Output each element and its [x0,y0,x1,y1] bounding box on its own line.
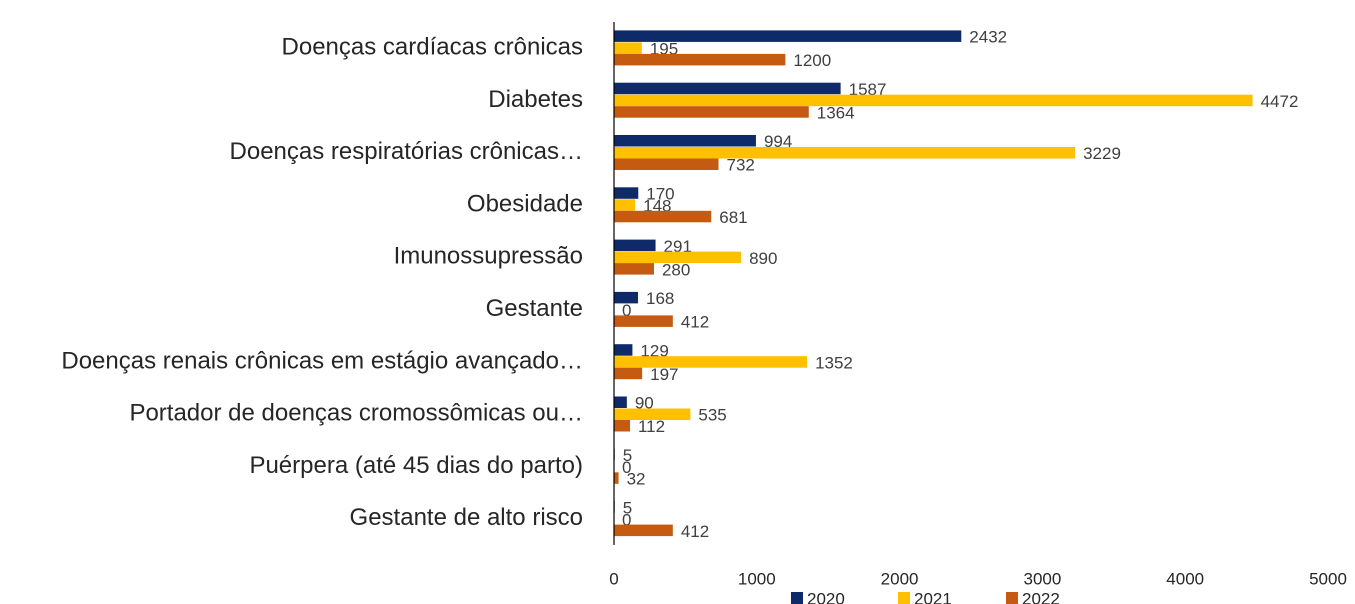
data-label: 1352 [815,353,853,372]
category-label: Doenças renais crônicas em estágio avanç… [61,347,583,374]
bar [614,187,639,199]
legend-swatch [791,592,803,604]
data-label: 2432 [969,28,1007,47]
bar [614,396,627,408]
category-label: Portador de doenças cromossômicas ou… [129,400,583,427]
data-label: 535 [698,406,726,425]
bar [614,420,630,432]
data-label: 412 [681,522,709,541]
data-label: 0 [622,301,631,320]
data-label: 1364 [817,103,855,122]
x-tick-label: 1000 [738,569,776,588]
bar [614,367,643,380]
category-label: Doenças cardíacas crônicas [282,33,583,60]
bar [614,199,636,211]
bar [614,344,633,356]
data-label: 280 [662,260,690,279]
bar [614,135,756,147]
data-label: 148 [643,197,671,216]
data-label: 0 [622,458,631,477]
x-tick-label: 2000 [881,569,919,588]
bar [614,408,691,420]
bar [614,42,642,54]
legend-swatch [1006,592,1018,604]
data-label: 994 [764,132,792,151]
bar [614,291,638,304]
category-label: Diabetes [488,86,583,113]
bar [614,30,962,42]
bar [614,472,619,484]
bar [614,147,1076,159]
legend-label: 2022 [1022,589,1060,604]
bar [614,158,719,170]
bar [614,251,742,264]
x-tick-label: 5000 [1309,569,1347,588]
data-label: 1587 [849,80,887,99]
data-label: 5 [623,446,632,465]
data-label: 195 [650,40,678,59]
data-label: 197 [650,365,678,384]
bar [614,210,712,223]
data-label: 412 [681,313,709,332]
bar [614,94,1253,107]
bar [614,239,656,252]
data-label: 129 [640,341,668,360]
category-label: Gestante de alto risco [350,504,583,531]
data-label: 0 [622,510,631,529]
bar [614,263,654,275]
data-label: 112 [638,417,665,436]
legend-swatch [898,592,910,604]
bar [614,82,841,95]
data-label: 4472 [1261,92,1299,111]
data-label: 732 [727,156,755,175]
category-label: Gestante [486,295,583,322]
bar [614,315,673,327]
x-tick-label: 4000 [1166,569,1204,588]
data-label: 168 [646,289,674,308]
bar [614,106,809,118]
data-label: 3229 [1083,144,1121,163]
data-label: 170 [646,185,674,204]
data-label: 1200 [793,51,831,70]
x-tick-label: 3000 [1023,569,1061,588]
bar [614,53,786,66]
category-label: Imunossupressão [394,243,583,270]
data-label: 681 [719,208,747,227]
data-label: 90 [635,394,654,413]
bar [614,356,808,368]
data-label: 890 [749,249,777,268]
category-label: Puérpera (até 45 dias do parto) [249,452,583,479]
data-label: 32 [627,470,646,489]
legend-label: 2020 [807,589,845,604]
data-label: 5 [623,498,632,517]
legend-label: 2021 [914,589,952,604]
x-tick-label: 0 [609,569,618,588]
data-label: 291 [664,237,692,256]
category-label: Doenças respiratórias crônicas… [230,138,583,165]
bar [614,524,673,537]
category-label: Obesidade [467,190,583,217]
